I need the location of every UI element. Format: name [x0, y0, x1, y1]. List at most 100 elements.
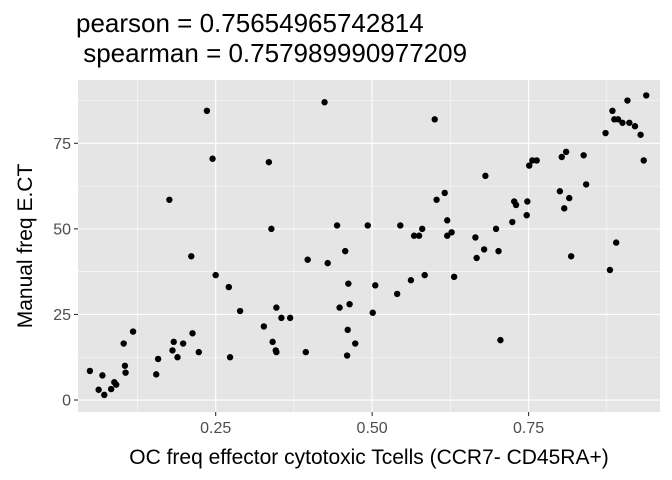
data-point — [567, 253, 575, 260]
data-point — [509, 218, 516, 226]
data-point — [448, 229, 455, 236]
data-point — [179, 340, 187, 347]
data-point — [169, 347, 176, 354]
data-point — [342, 247, 349, 255]
y-axis-title: Manual freq E.CT — [14, 164, 37, 329]
data-point — [526, 162, 533, 169]
data-point — [153, 371, 160, 378]
data-point — [203, 107, 211, 115]
y-tick-label: 0 — [62, 393, 71, 410]
data-point — [122, 369, 129, 376]
data-point — [286, 314, 294, 322]
data-point — [415, 232, 423, 239]
data-point — [95, 386, 102, 393]
data-points — [86, 92, 650, 399]
data-point — [640, 157, 647, 164]
data-point — [492, 225, 500, 233]
data-point — [431, 116, 438, 123]
data-point — [269, 338, 276, 346]
data-point — [643, 92, 650, 99]
data-point — [86, 367, 94, 375]
data-point — [154, 355, 162, 363]
y-tick-label: 75 — [53, 136, 71, 153]
data-point — [352, 340, 359, 347]
data-point — [346, 300, 353, 308]
data-point — [273, 348, 280, 356]
x-tick-label: 0.25 — [200, 420, 231, 437]
data-point — [265, 158, 273, 166]
y-tick-label: 25 — [53, 307, 71, 324]
data-point — [580, 152, 587, 159]
data-point — [418, 225, 426, 233]
data-point — [304, 256, 311, 263]
data-point — [473, 254, 480, 262]
data-point — [497, 336, 504, 344]
x-axis-title: OC freq effector cytotoxic Tcells (CCR7-… — [129, 446, 608, 469]
data-point — [626, 119, 633, 126]
data-point — [101, 391, 108, 399]
data-point — [321, 99, 328, 106]
data-point — [99, 372, 106, 379]
data-point — [344, 326, 351, 334]
data-point — [529, 157, 536, 164]
data-point — [121, 362, 129, 369]
data-point — [619, 119, 626, 126]
data-point — [433, 196, 440, 203]
data-point — [495, 247, 502, 255]
data-point — [225, 283, 233, 291]
minor-gridlines — [78, 80, 660, 412]
data-point — [236, 307, 244, 315]
data-point — [609, 107, 616, 115]
data-point — [444, 217, 451, 224]
data-point — [561, 205, 568, 212]
data-point — [480, 246, 488, 253]
data-point — [533, 157, 540, 164]
data-point — [441, 189, 448, 197]
data-point — [226, 354, 234, 361]
data-point — [107, 385, 115, 393]
x-tick-label: 0.50 — [357, 420, 388, 437]
data-point — [614, 116, 622, 123]
data-point — [523, 211, 530, 219]
data-point — [410, 232, 418, 239]
data-point — [624, 97, 631, 104]
data-point — [120, 340, 127, 347]
data-point — [444, 232, 451, 239]
data-point — [166, 196, 173, 203]
data-point — [562, 148, 570, 156]
data-point — [602, 129, 609, 137]
data-point — [333, 222, 341, 229]
data-point — [268, 225, 275, 233]
data-point — [112, 381, 120, 388]
data-point — [302, 348, 309, 356]
data-point — [582, 181, 590, 188]
data-point — [129, 328, 137, 335]
data-point — [260, 323, 268, 330]
data-point — [212, 271, 219, 279]
data-point — [524, 198, 531, 205]
data-point — [421, 271, 428, 279]
data-point — [345, 280, 352, 287]
data-point — [566, 194, 573, 202]
data-point — [472, 234, 479, 241]
plot-panel — [78, 80, 660, 412]
data-point — [407, 277, 415, 284]
data-point — [372, 282, 379, 289]
data-point — [174, 354, 181, 361]
data-point — [369, 309, 376, 316]
data-point — [364, 222, 371, 229]
data-point — [278, 314, 285, 322]
chart-title-line-2: spearman = 0.757989990977209 — [76, 38, 468, 68]
data-point — [393, 290, 401, 298]
data-point — [512, 201, 520, 209]
x-axis-ticks: 0.25 0.50 0.75 — [200, 412, 544, 437]
data-point — [612, 239, 620, 246]
data-point — [558, 153, 565, 161]
data-point — [606, 266, 614, 274]
x-tick-label: 0.75 — [513, 420, 544, 437]
data-point — [189, 330, 196, 337]
data-point — [556, 188, 564, 195]
data-point — [273, 304, 280, 311]
data-point — [482, 172, 489, 180]
